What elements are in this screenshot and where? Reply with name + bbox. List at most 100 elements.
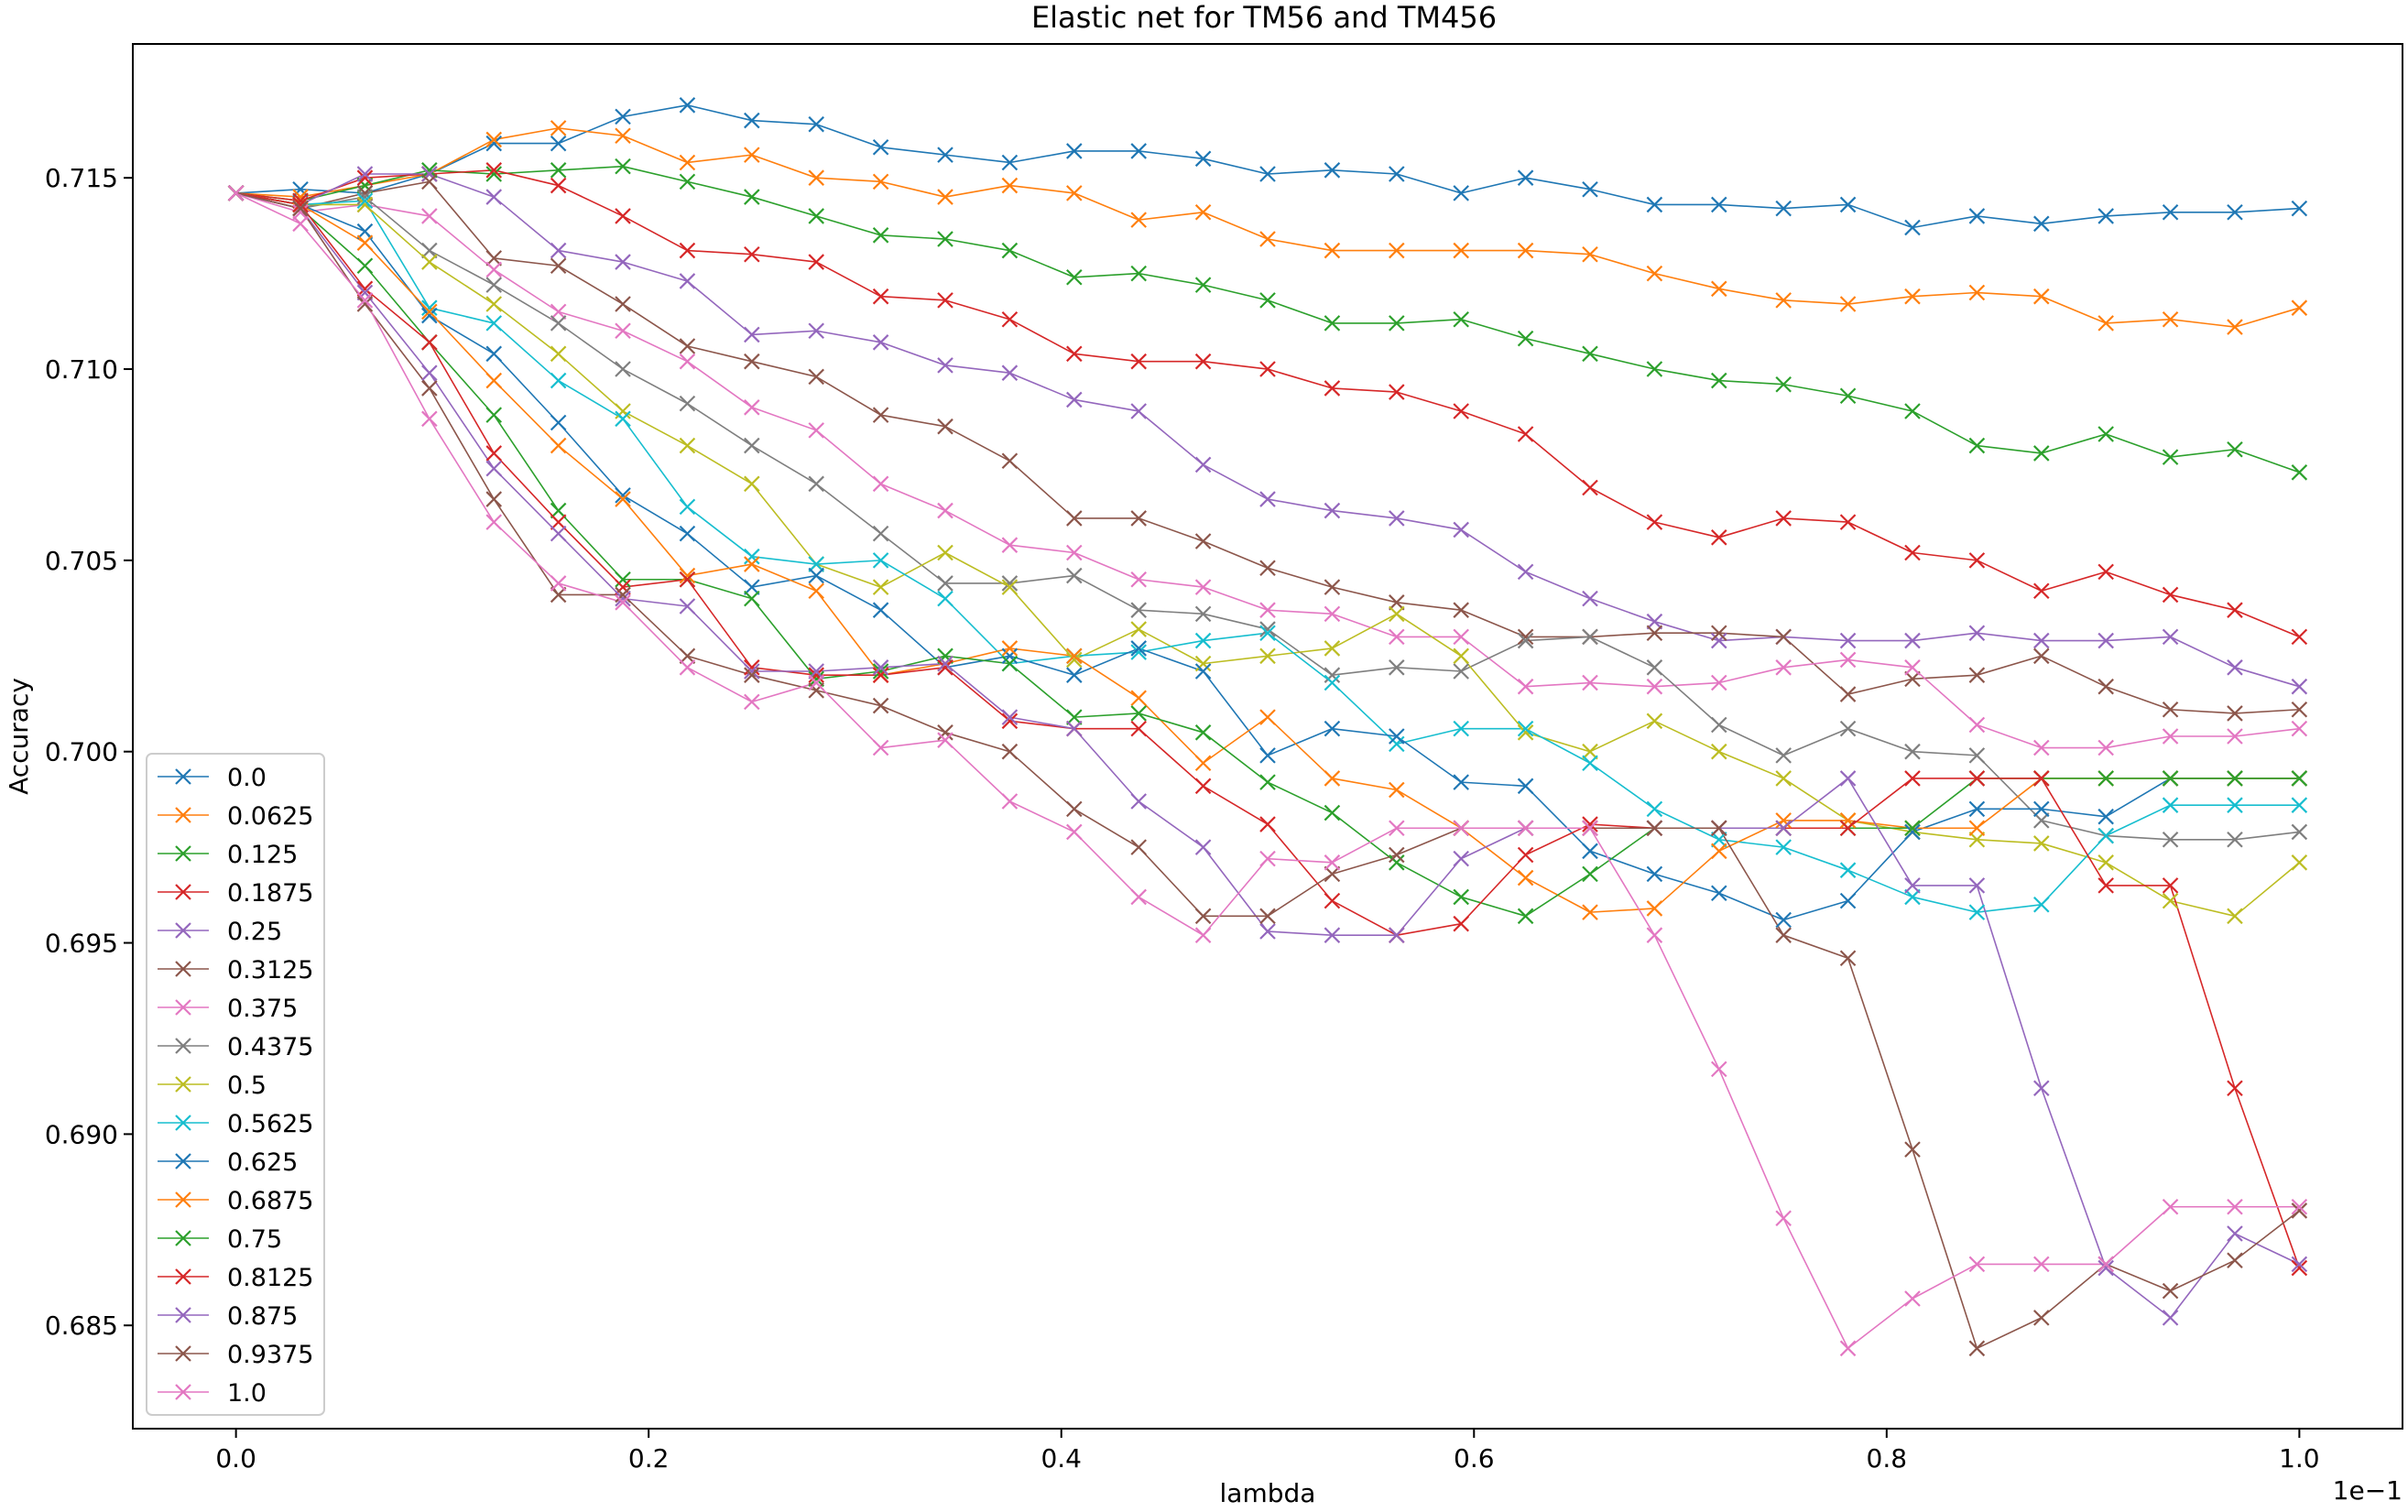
data-point xyxy=(1646,514,1663,530)
data-point xyxy=(421,173,438,190)
data-point xyxy=(2291,797,2308,813)
data-point xyxy=(292,215,309,233)
data-point xyxy=(1066,544,1083,561)
data-point xyxy=(1066,143,1083,159)
legend-item: 0.375 xyxy=(158,995,298,1023)
data-point xyxy=(356,185,374,201)
data-point xyxy=(550,414,567,431)
legend-label: 1.0 xyxy=(227,1379,267,1408)
y-tick-label: 0.705 xyxy=(45,546,118,576)
data-point xyxy=(2032,897,2050,913)
data-point xyxy=(1389,781,1405,799)
legend-swatch-marker xyxy=(175,1345,191,1362)
data-point xyxy=(808,169,824,186)
data-point xyxy=(2097,808,2114,825)
data-point xyxy=(1066,567,1083,584)
data-point xyxy=(550,586,567,604)
data-point xyxy=(550,303,567,321)
data-point xyxy=(2162,586,2179,604)
data-point xyxy=(872,475,889,493)
data-point xyxy=(808,208,824,224)
data-point xyxy=(1001,579,1019,595)
data-point xyxy=(808,556,824,572)
legend-item: 0.3125 xyxy=(158,956,313,984)
legend-label: 0.6875 xyxy=(227,1187,313,1215)
data-point xyxy=(1194,353,1212,370)
legend-label: 0.9375 xyxy=(227,1341,313,1369)
y-tick-label: 0.700 xyxy=(45,737,118,767)
legend-label: 0.4375 xyxy=(227,1033,313,1061)
legend-label: 0.5625 xyxy=(227,1110,313,1138)
data-point xyxy=(615,571,631,588)
legend-item: 0.8125 xyxy=(158,1264,313,1292)
data-point xyxy=(1001,177,1019,194)
data-point xyxy=(1904,1141,1921,1158)
data-point xyxy=(1904,1290,1921,1307)
data-point xyxy=(744,475,760,493)
data-point xyxy=(615,579,631,595)
data-point xyxy=(1130,353,1147,370)
data-point xyxy=(615,586,631,604)
data-point xyxy=(1453,602,1469,618)
data-point xyxy=(744,245,760,263)
data-point xyxy=(1066,510,1083,527)
data-point xyxy=(1389,510,1405,527)
data-point xyxy=(2097,632,2114,649)
data-point xyxy=(550,315,567,332)
data-point xyxy=(1968,820,1986,837)
chart-title: Elastic net for TM56 and TM456 xyxy=(1031,0,1497,35)
data-point xyxy=(1001,647,1019,665)
data-point xyxy=(421,410,438,428)
data-point xyxy=(679,338,696,354)
data-point xyxy=(1389,820,1405,837)
data-point xyxy=(2291,464,2308,481)
data-point xyxy=(1904,659,1921,676)
data-point xyxy=(1259,491,1276,507)
data-point xyxy=(1968,904,1986,920)
data-point xyxy=(1582,479,1598,496)
data-point xyxy=(1904,823,1921,841)
data-point xyxy=(2032,288,2050,305)
data-point xyxy=(2162,449,2179,465)
data-point xyxy=(1130,839,1147,855)
data-point xyxy=(1711,743,1727,760)
data-point xyxy=(2162,831,2179,848)
legend-swatch-marker xyxy=(175,999,191,1016)
data-point xyxy=(1001,743,1019,760)
data-point xyxy=(1517,869,1534,887)
data-point xyxy=(2032,770,2050,787)
data-point xyxy=(1711,1061,1727,1078)
data-point xyxy=(1646,900,1663,917)
data-point xyxy=(356,166,374,182)
data-point xyxy=(485,514,503,530)
data-point xyxy=(1646,613,1663,630)
data-point xyxy=(1453,915,1469,932)
data-point xyxy=(550,257,567,275)
data-point xyxy=(808,663,824,680)
data-point xyxy=(1324,315,1341,332)
data-point xyxy=(1839,892,1857,909)
data-point xyxy=(485,166,503,182)
y-axis-ticks: 0.685 0.690 0.695 0.700 0.705 0.710 0.715 xyxy=(45,163,133,1341)
data-point xyxy=(2227,602,2243,618)
data-point xyxy=(485,296,503,312)
data-point xyxy=(356,234,374,251)
data-point xyxy=(615,410,631,428)
data-point xyxy=(1324,605,1341,623)
data-point xyxy=(1194,456,1212,473)
legend-item: 0.4375 xyxy=(158,1033,313,1061)
data-point xyxy=(744,399,760,416)
data-point xyxy=(1453,850,1469,867)
data-point xyxy=(1389,854,1405,871)
data-point xyxy=(679,173,696,190)
legend-label: 0.125 xyxy=(227,841,298,869)
data-point xyxy=(937,292,953,309)
data-point xyxy=(872,602,889,618)
legend-item: 1.0 xyxy=(158,1379,267,1408)
data-point xyxy=(485,135,503,152)
data-point xyxy=(1324,720,1341,737)
data-point xyxy=(1453,310,1469,328)
data-point xyxy=(356,292,374,309)
data-point xyxy=(744,147,760,163)
data-point xyxy=(2162,797,2179,813)
